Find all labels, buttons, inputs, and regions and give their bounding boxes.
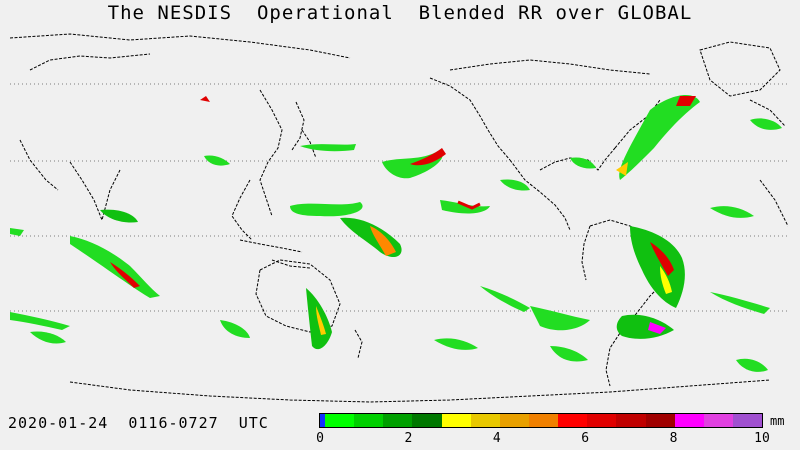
color-scale-segment bbox=[470, 414, 500, 427]
color-scale-segment bbox=[325, 414, 355, 427]
color-scale-segment bbox=[703, 414, 733, 427]
map-title: The NESDIS Operational Blended RR over G… bbox=[107, 2, 693, 24]
color-scale-segment bbox=[732, 414, 763, 427]
color-scale-tick-label: 6 bbox=[581, 431, 590, 446]
color-scale-segment bbox=[558, 414, 588, 427]
global-rain-rate-map bbox=[10, 30, 790, 410]
color-scale-segment bbox=[616, 414, 646, 427]
color-scale-tick-label: 8 bbox=[669, 431, 678, 446]
color-scale-segment bbox=[412, 414, 442, 427]
rain-areas bbox=[10, 95, 782, 372]
color-scale-segment bbox=[674, 414, 704, 427]
color-scale-segment bbox=[528, 414, 559, 427]
color-scale-segment bbox=[645, 414, 675, 427]
color-scale-segment bbox=[383, 414, 413, 427]
datetime-label: 2020-01-24 0116-0727 UTC bbox=[8, 414, 269, 432]
color-scale-segment bbox=[499, 414, 529, 427]
color-scale-tick-label: 4 bbox=[492, 431, 501, 446]
color-scale-tick-label: 10 bbox=[754, 431, 770, 446]
color-scale-tick-label: 2 bbox=[404, 431, 413, 446]
color-scale-bar bbox=[319, 413, 763, 428]
color-scale-segment bbox=[587, 414, 617, 427]
unit-label: mm bbox=[770, 414, 785, 428]
color-scale-tick-label: 0 bbox=[316, 431, 324, 446]
color-scale-segment bbox=[441, 414, 471, 427]
color-scale-segment bbox=[320, 414, 325, 427]
color-scale-segment bbox=[354, 414, 384, 427]
